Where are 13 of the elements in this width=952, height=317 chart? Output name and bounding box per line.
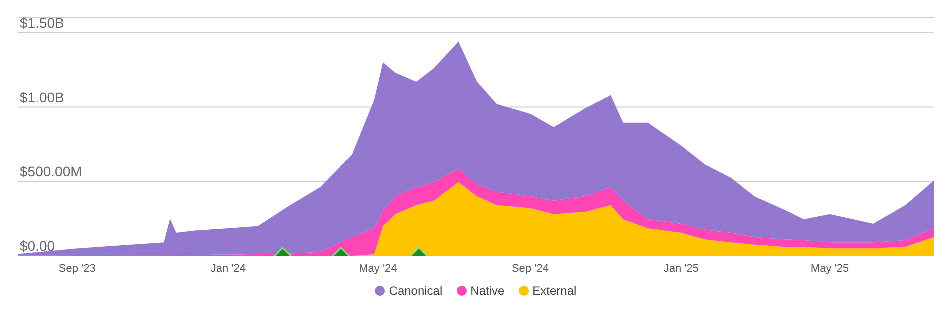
y-tick-label: $0.00 — [20, 238, 56, 254]
x-tick-label: Sep '24 — [512, 262, 549, 275]
x-tick-label: Jan '25 — [664, 262, 700, 275]
legend-label: Canonical — [389, 284, 443, 298]
x-tick-label: May '24 — [359, 262, 398, 275]
x-tick-label: Jan '24 — [210, 262, 246, 275]
y-tick-label: $1.00B — [20, 89, 64, 106]
legend-label: Native — [470, 284, 505, 298]
y-tick-label: $1.50B — [20, 14, 64, 31]
y-tick-label: $500.00M — [20, 164, 82, 180]
x-tick-label: May '25 — [810, 262, 850, 275]
x-tick-label: Sep '23 — [58, 262, 96, 275]
legend-label: External — [532, 284, 577, 298]
